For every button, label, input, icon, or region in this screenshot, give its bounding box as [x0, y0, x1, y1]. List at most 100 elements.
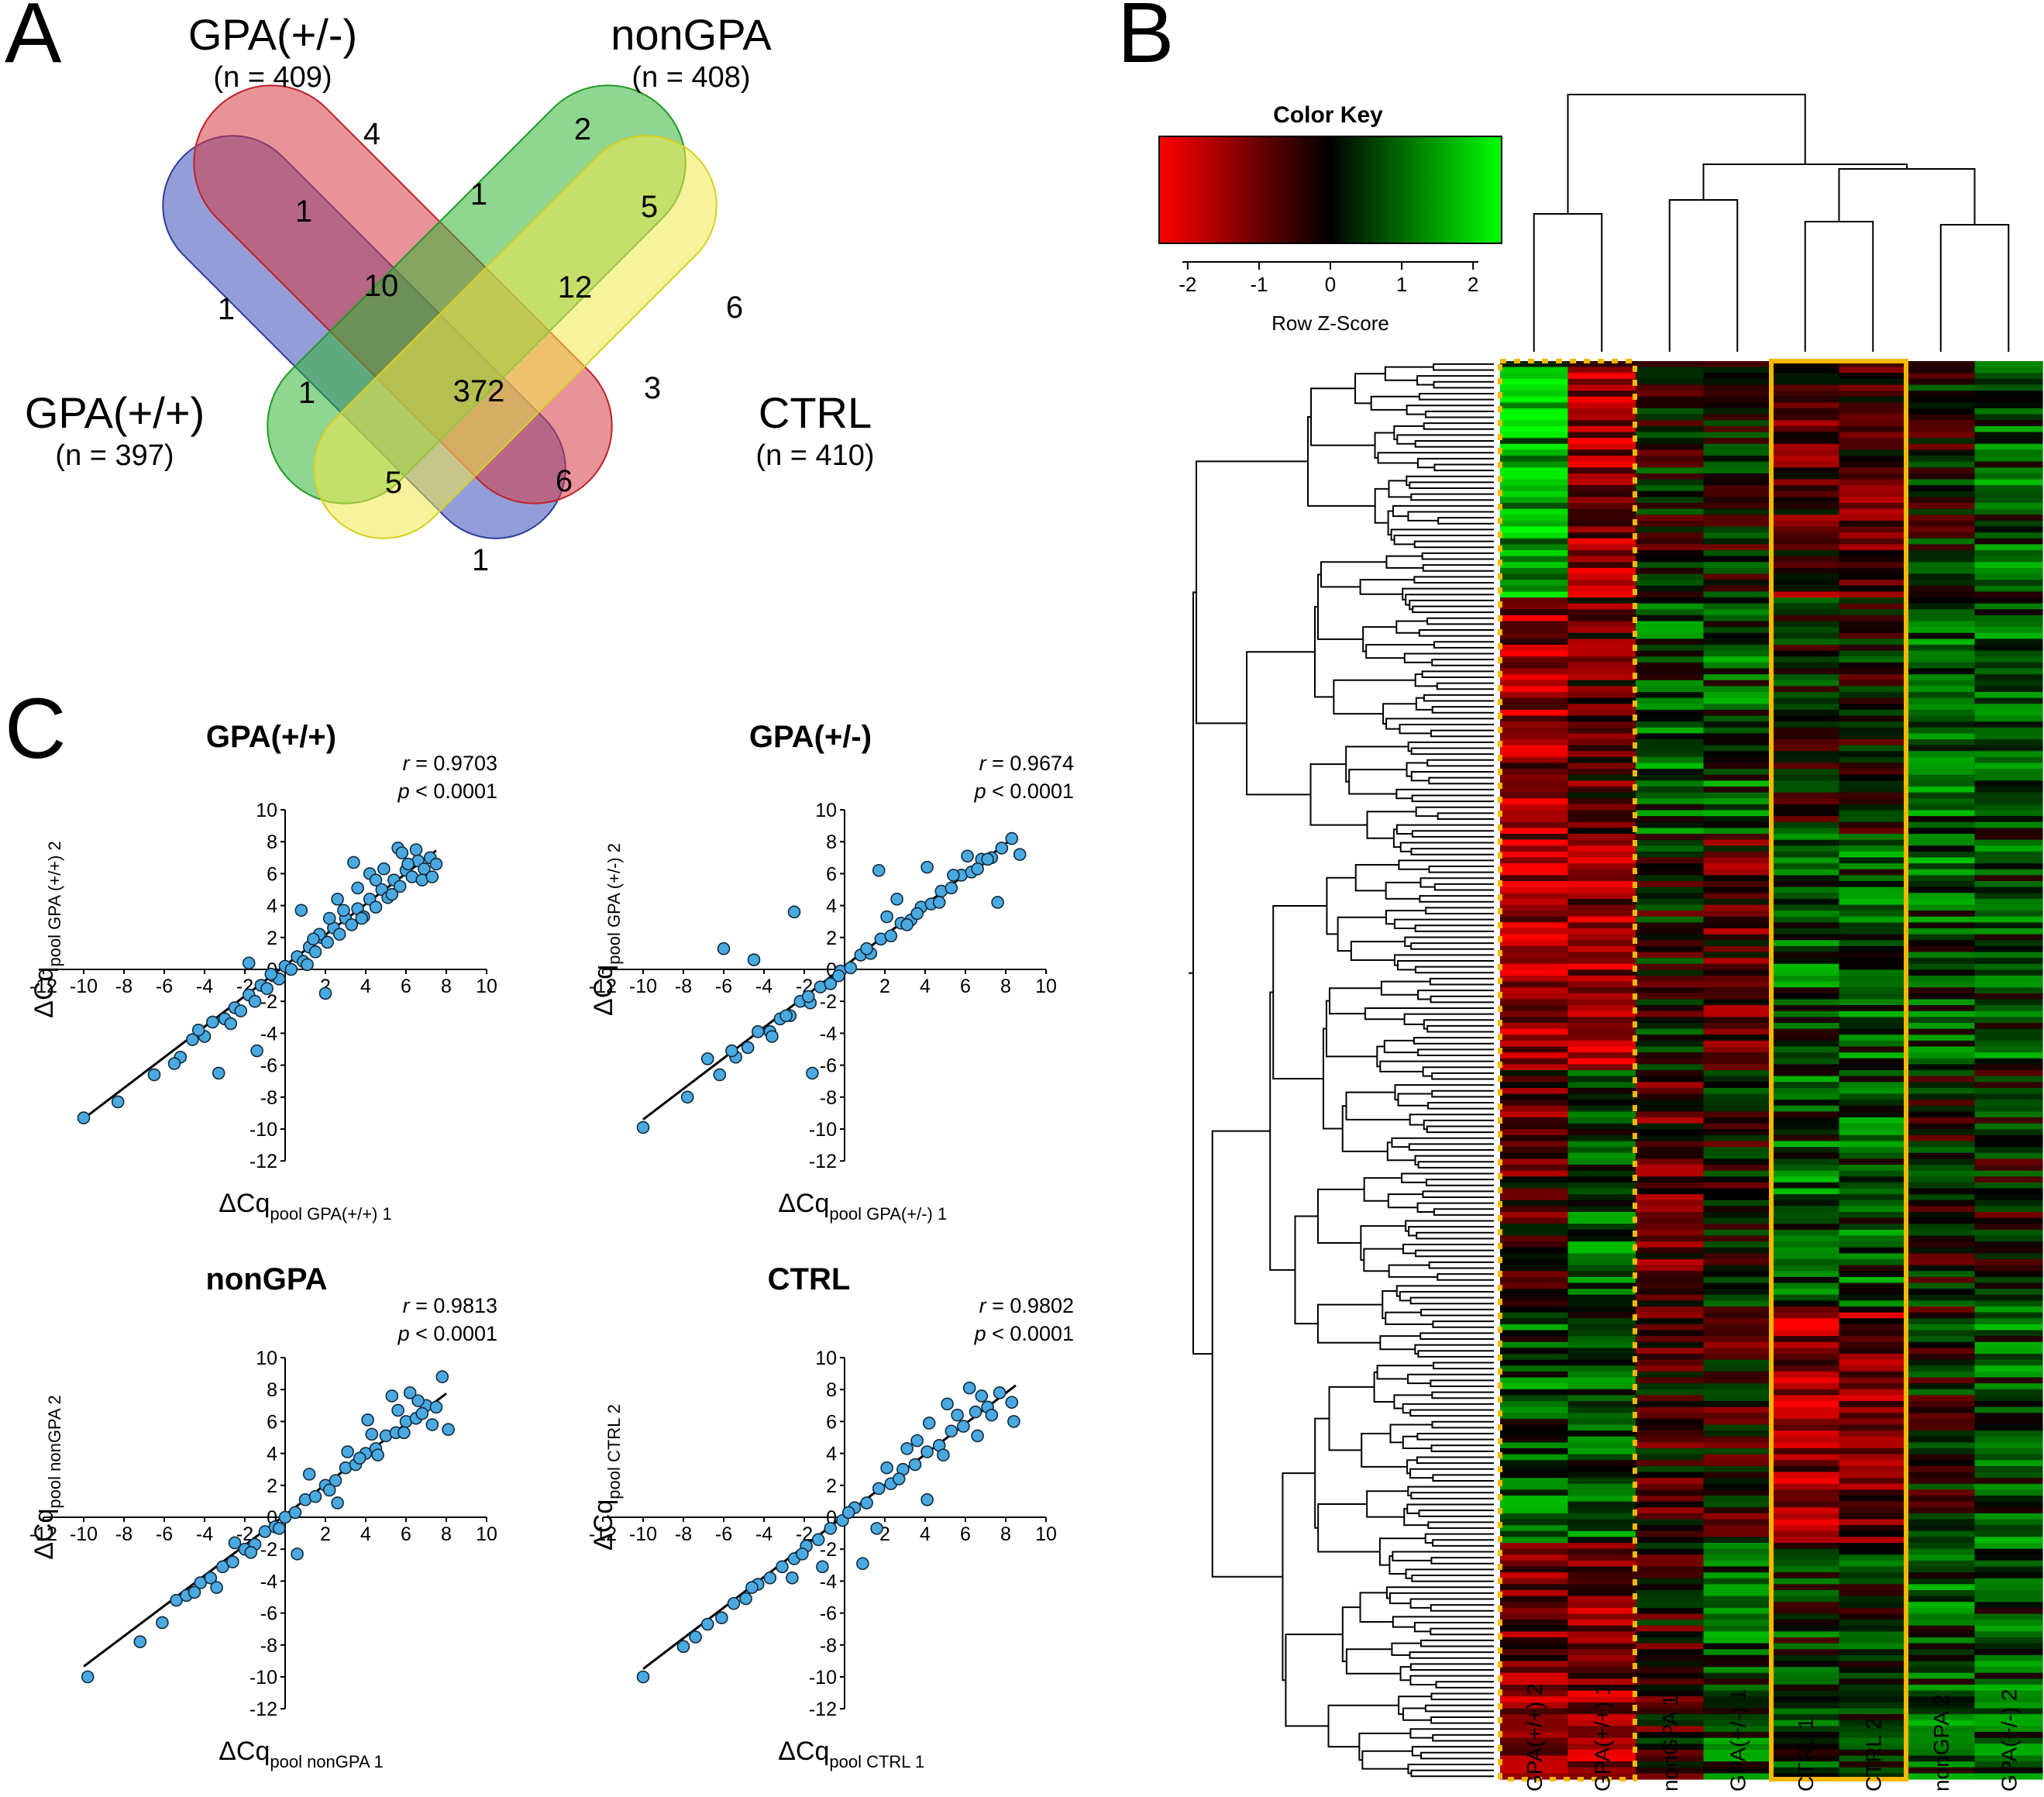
heatmap-cell [1974, 945, 2043, 953]
dendrogram-link [1341, 1105, 1388, 1152]
dendrogram-link [1361, 1432, 1408, 1468]
heatmap-cell [1567, 609, 1636, 616]
heatmap-cell [1703, 1359, 1772, 1366]
heatmap-cell [1974, 1654, 2043, 1662]
dendrogram-link [1419, 877, 1494, 888]
dendrogram-link [1413, 1621, 1494, 1633]
heatmap-cell [1907, 1761, 1976, 1768]
heatmap-cell [1771, 1354, 1840, 1361]
heatmap-cell [1974, 591, 2043, 598]
heatmap-cell [1567, 1590, 1636, 1597]
heatmap-cell [1839, 1685, 1908, 1692]
heatmap-cell [1636, 1200, 1705, 1207]
dendrogram-link [1425, 1179, 1494, 1186]
heatmap-cell [1771, 1584, 1840, 1591]
heatmap-cell [1567, 686, 1636, 693]
heatmap-cell [1839, 1448, 1908, 1455]
heatmap-cell [1636, 1496, 1705, 1503]
heatmap-cell [1703, 361, 1772, 368]
heatmap-cell [1907, 904, 1976, 911]
y-axis-label-main: ΔCq [29, 967, 59, 1018]
heatmap-cell [1703, 473, 1772, 480]
heatmap-cell [1636, 1643, 1705, 1650]
heatmap-cell [1703, 1395, 1772, 1402]
heatmap-cell [1907, 680, 1976, 687]
heatmap-cell [1567, 1359, 1636, 1366]
scatter-point [971, 862, 984, 876]
heatmap-cell [1907, 503, 1976, 510]
heatmap-cell [1839, 1389, 1908, 1396]
heatmap-cell [1567, 573, 1636, 580]
x-tick-label: -8 [115, 1523, 132, 1545]
dendrogram-link [1431, 1420, 1494, 1429]
dendrogram-link [1430, 1604, 1494, 1612]
heatmap-cell [1907, 414, 1976, 421]
dendrogram-link [1401, 1172, 1494, 1183]
heatmap-cell [1771, 544, 1840, 551]
heatmap-cell [1839, 1165, 1908, 1172]
heatmap-cell [1567, 1667, 1636, 1674]
heatmap-cell [1500, 1336, 1569, 1343]
heatmap-cell [1839, 1170, 1908, 1177]
heatmap-cell [1567, 1040, 1636, 1048]
heatmap-cell [1636, 1147, 1705, 1154]
dendrogram-link [1316, 1303, 1383, 1344]
scatter-point [401, 857, 415, 871]
heatmap-cell [1839, 857, 1908, 864]
heatmap-cell [1636, 1330, 1705, 1337]
heatmap-cell [1839, 1744, 1908, 1751]
heatmap-cell [1567, 792, 1636, 799]
heatmap-cell [1771, 1034, 1840, 1041]
heatmap-cell [1567, 1330, 1636, 1337]
dendrogram-link [1433, 1208, 1494, 1216]
heatmap-cell [1703, 1413, 1772, 1420]
heatmap-cell [1703, 1212, 1772, 1219]
heatmap-cell [1567, 976, 1636, 983]
heatmap-cell [1974, 438, 2043, 445]
heatmap-cell [1771, 828, 1840, 835]
heatmap-cell [1771, 632, 1840, 639]
heatmap-cell [1636, 1282, 1705, 1289]
heatmap-cell [1839, 1613, 1908, 1620]
heatmap-cell [1567, 1767, 1636, 1774]
heatmap-cell [1500, 632, 1569, 639]
heatmap-cell [1839, 869, 1908, 876]
heatmap-cell [1703, 828, 1772, 835]
heatmap-cell [1636, 1678, 1705, 1685]
heatmap-cell [1500, 1200, 1569, 1207]
heatmap-cell [1907, 1672, 1976, 1679]
scatter-point [397, 1426, 411, 1440]
heatmap-cell [1907, 1714, 1976, 1721]
heatmap-cell [1636, 1093, 1705, 1100]
heatmap-cell [1703, 715, 1772, 722]
scatter-point [147, 1068, 161, 1082]
heatmap-column-label: GPA(+/-) 1 [1726, 1689, 1750, 1792]
heatmap-cell [1839, 467, 1908, 474]
heatmap-cell [1636, 591, 1705, 598]
heatmap-cell [1974, 1253, 2043, 1260]
heatmap-cell [1703, 1354, 1772, 1361]
heatmap-cell [1907, 614, 1976, 622]
scatter-point [779, 1009, 793, 1023]
scatter-point [393, 880, 407, 893]
heatmap-cell [1974, 1613, 2043, 1620]
heatmap-cell [1567, 963, 1636, 970]
heatmap-cell [1907, 857, 1976, 864]
x-tick-label: 6 [960, 976, 971, 997]
heatmap-cell [1839, 1708, 1908, 1715]
heatmap-cell [1771, 662, 1840, 670]
heatmap-cell [1907, 1726, 1976, 1733]
y-tick-label: 2 [267, 928, 277, 949]
heatmap-cell [1500, 1537, 1569, 1544]
heatmap-cell [1500, 1560, 1569, 1568]
heatmap-cell [1703, 845, 1772, 852]
heatmap-cell [1636, 893, 1705, 900]
venn-region-count: 6 [556, 464, 573, 498]
heatmap-cell [1839, 769, 1908, 776]
heatmap-cell [1839, 1005, 1908, 1012]
scatter-point [636, 1670, 650, 1684]
heatmap-cell [1636, 1726, 1705, 1733]
heatmap-cell [1907, 1543, 1976, 1550]
heatmap-cell [1636, 1530, 1705, 1537]
heatmap-cell [1636, 1767, 1705, 1774]
